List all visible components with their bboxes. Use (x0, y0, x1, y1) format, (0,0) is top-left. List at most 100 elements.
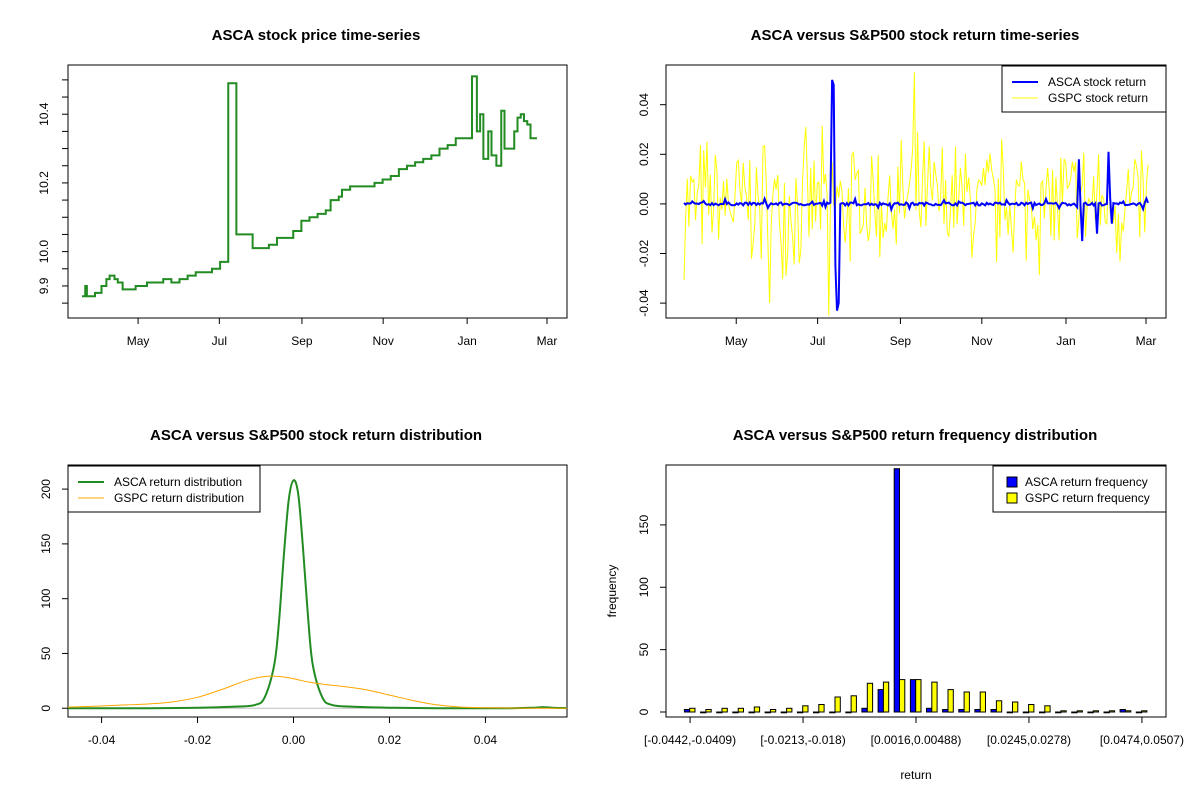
returns-legend-box (1001, 65, 1167, 113)
histogram-xtick-3: [0.0245,0.0278) (987, 733, 1071, 747)
histogram-bar-1-10 (850, 695, 857, 713)
density-ytick-0: 0 (39, 705, 53, 712)
density-xtick-4: 0.04 (474, 733, 498, 747)
histogram-bar-1-8 (818, 704, 825, 713)
histogram-bar-0-12 (877, 689, 884, 713)
returns-asca-line (683, 79, 1149, 311)
price-chart-frame (67, 64, 568, 319)
density-legend-label-1: GSPC return distribution (114, 491, 244, 505)
density-xtick-0: -0.04 (88, 733, 116, 747)
histogram-bar-0-22 (1039, 711, 1046, 714)
histogram-bar-0-2 (716, 711, 723, 714)
histogram-bar-1-18 (979, 691, 987, 713)
histogram-bar-1-27 (1125, 710, 1132, 713)
histogram-bar-0-0 (683, 709, 691, 713)
histogram-bar-0-9 (829, 711, 836, 714)
price-xtick-5: Mar (537, 334, 558, 348)
histogram-bar-1-24 (1076, 710, 1083, 713)
histogram-bar-0-14 (909, 679, 917, 713)
histogram-bar-1-25 (1092, 710, 1099, 713)
price-xtick-2: Sep (291, 334, 313, 348)
returns-legend-label-0: ASCA stock return (1048, 75, 1146, 89)
histogram-ytick-3: 150 (637, 515, 651, 535)
price-xtick-0: May (127, 334, 150, 348)
histogram-xtick-1: [-0.0213,-0.018) (760, 733, 845, 747)
histogram-legend-label-0: ASCA return frequency (1025, 475, 1148, 489)
histogram-ytick-2: 100 (637, 577, 651, 597)
histogram-bar-1-13 (899, 679, 906, 713)
price-xtick-3: Nov (372, 334, 393, 348)
histogram-bar-0-27 (1119, 709, 1126, 713)
histogram-legend: ASCA return frequency GSPC return frequen… (992, 465, 1167, 513)
histogram-bar-0-16 (942, 709, 949, 713)
returns-ytick-2: 0.00 (637, 192, 651, 216)
histogram-bar-1-15 (931, 681, 938, 713)
returns-ytick-4: 0.04 (637, 93, 651, 117)
density-legend-box (67, 465, 261, 513)
histogram-bar-0-11 (861, 707, 868, 713)
histogram-bar-1-11 (866, 682, 874, 713)
histogram-bar-0-15 (926, 707, 933, 713)
returns-ytick-0: -0.04 (637, 289, 651, 317)
price-ytick-label-3: 10.4 (37, 102, 51, 126)
histogram-legend-swatch-1 (1006, 492, 1018, 504)
density-ytick-4: 200 (39, 479, 53, 499)
histogram-xlabel: return (900, 768, 931, 782)
histogram-bar-1-22 (1044, 705, 1051, 713)
returns-ytick-1: -0.02 (637, 240, 651, 268)
histogram-bar-1-4 (753, 706, 761, 713)
histogram-bar-1-6 (786, 707, 793, 713)
returns-xtick-3: Nov (971, 334, 992, 348)
price-series-line (82, 75, 537, 298)
histogram-bar-0-3 (732, 711, 739, 714)
histogram-bar-1-5 (769, 709, 777, 713)
histogram-bar-1-28 (1141, 710, 1148, 713)
histogram-bar-0-18 (974, 709, 981, 713)
density-ytick-3: 150 (39, 534, 53, 554)
price-ytick-label-1: 10.0 (37, 240, 51, 264)
histogram-bar-0-13 (893, 468, 901, 713)
histogram-ytick-0: 0 (637, 708, 651, 715)
histogram-legend-label-1: GSPC return frequency (1025, 491, 1150, 505)
histogram-xtick-4: [0.0474,0.0507) (1100, 733, 1184, 747)
histogram-bar-0-23 (1055, 711, 1062, 714)
histogram-bar-0-26 (1103, 711, 1110, 714)
density-legend-label-0: ASCA return distribution (114, 475, 242, 489)
histogram-bar-1-3 (737, 707, 745, 713)
histogram-bar-0-6 (780, 711, 788, 714)
density-legend: ASCA return distribution GSPC return dist… (67, 465, 261, 513)
histogram-bar-1-17 (963, 691, 970, 713)
returns-chart-frame (665, 64, 1167, 319)
price-xtick-1: Jul (212, 334, 227, 348)
density-ytick-1: 50 (39, 646, 53, 660)
price-ytick-label-0: 9.9 (37, 277, 51, 294)
histogram-bar-1-9 (834, 696, 841, 713)
returns-xtick-1: Jul (810, 334, 825, 348)
returns-xtick-0: May (725, 334, 748, 348)
histogram-ylabel: frequency (605, 565, 619, 618)
density-chart-title: ASCA versus S&P500 stock return distribu… (150, 427, 482, 444)
price-xtick-4: Jan (457, 334, 476, 348)
density-xtick-1: -0.02 (184, 733, 212, 747)
histogram-bar-0-7 (796, 711, 804, 714)
density-series-1 (67, 675, 568, 709)
histogram-bar-0-10 (845, 711, 852, 714)
histogram-bar-0-20 (1006, 711, 1014, 714)
returns-gspc-line (683, 72, 1149, 316)
histogram-bar-0-8 (813, 711, 820, 714)
histogram-bar-1-14 (915, 679, 922, 713)
histogram-bar-1-16 (947, 689, 954, 713)
histogram-bar-1-21 (1028, 704, 1035, 713)
histogram-legend-box (992, 465, 1167, 513)
histogram-bar-1-2 (721, 707, 728, 713)
histogram-bar-0-1 (700, 711, 707, 714)
histogram-bar-0-4 (748, 711, 755, 714)
histogram-chart-title: ASCA versus S&P500 return frequency dist… (733, 427, 1098, 444)
density-chart-frame (67, 464, 568, 718)
histogram-bar-1-0 (689, 707, 696, 713)
returns-xtick-4: Jan (1056, 334, 1075, 348)
returns-legend-label-1: GSPC stock return (1048, 91, 1148, 105)
returns-ytick-3: 0.02 (637, 142, 651, 166)
histogram-bar-1-1 (705, 709, 712, 713)
